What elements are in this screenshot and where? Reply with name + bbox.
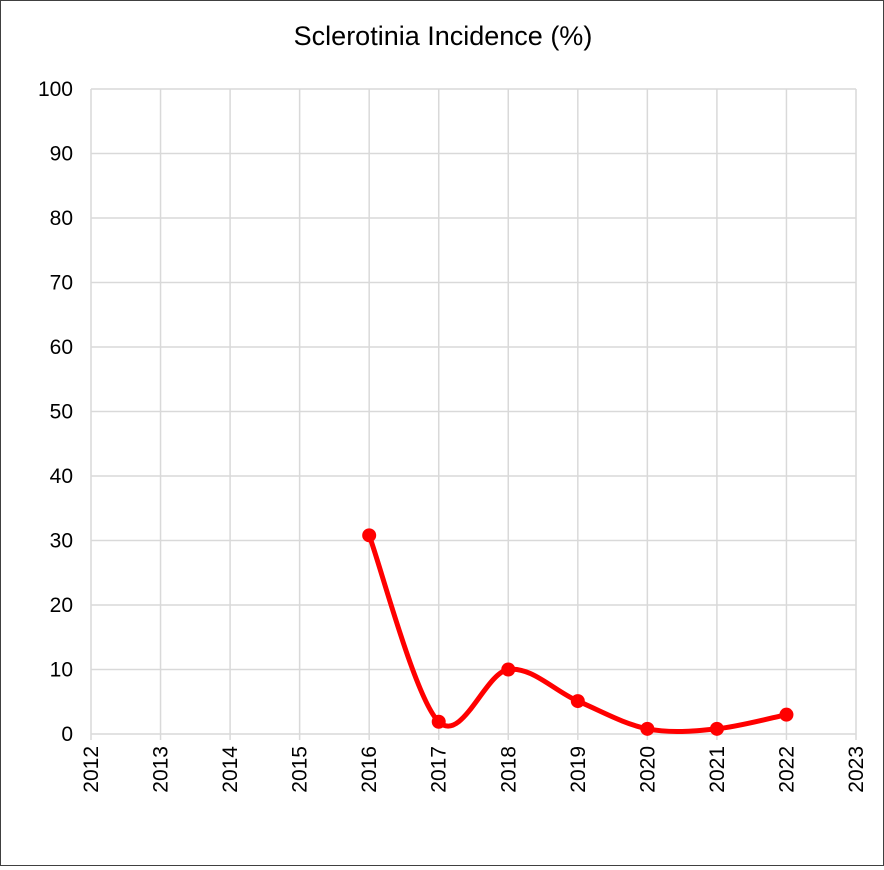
- x-tick-label: 2014: [219, 746, 242, 793]
- series-layer: [362, 528, 794, 736]
- x-tick-label: 2021: [706, 746, 729, 793]
- x-tick-label: 2012: [80, 746, 103, 793]
- y-tick-label: 100: [38, 78, 73, 101]
- x-tick-label: 2022: [775, 746, 798, 793]
- x-tick-label: 2015: [289, 746, 312, 793]
- y-tick-label: 0: [61, 723, 73, 746]
- data-point-2020: [640, 721, 655, 736]
- y-tick-label: 20: [50, 594, 73, 617]
- y-tick-label: 30: [50, 530, 73, 553]
- data-point-2019: [570, 694, 585, 709]
- x-tick-label: 2013: [150, 746, 173, 793]
- y-tick-label: 60: [50, 336, 73, 359]
- x-axis-tick-labels: 2012 2013 2014 2015 2016 2017 2018 2019 2020 2021…: [80, 746, 868, 793]
- x-tick-label: 2020: [636, 746, 659, 793]
- y-tick-label: 90: [50, 143, 73, 166]
- data-point-2016: [362, 528, 377, 543]
- y-axis-tick-labels: 0 10 20 30 40 50 60 70 80 90 100: [38, 78, 73, 746]
- chart-title: Sclerotinia Incidence (%): [294, 21, 593, 51]
- x-tick-label: 2016: [358, 746, 381, 793]
- grid-lines: [90, 88, 857, 740]
- y-tick-label: 40: [50, 465, 73, 488]
- data-point-2022: [779, 707, 794, 722]
- data-point-2017: [431, 714, 446, 729]
- x-tick-label: 2019: [567, 746, 590, 793]
- y-tick-label: 80: [50, 207, 73, 230]
- x-tick-label: 2017: [428, 746, 451, 793]
- y-tick-label: 70: [50, 272, 73, 295]
- data-point-2021: [709, 721, 724, 736]
- x-tick-label: 2018: [497, 746, 520, 793]
- y-tick-label: 10: [50, 659, 73, 682]
- y-tick-label: 50: [50, 401, 73, 424]
- x-tick-label: 2023: [845, 746, 868, 793]
- data-point-2018: [501, 662, 516, 677]
